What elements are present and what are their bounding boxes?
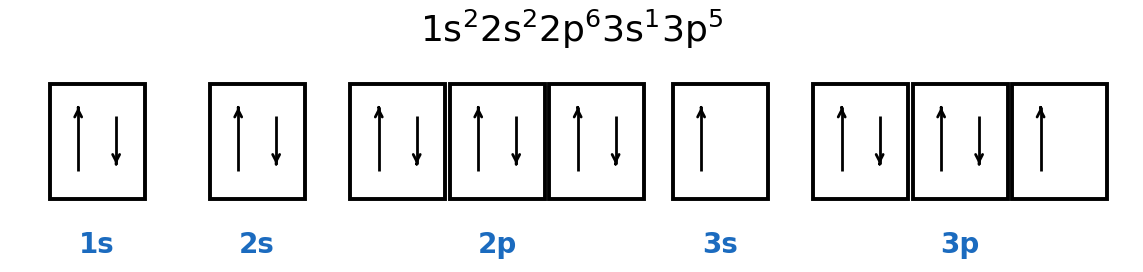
Bar (1013, 84, 1106, 199)
Bar (210, 84, 304, 199)
Bar (814, 84, 908, 199)
Text: $\mathregular{1s^22s^22p^63s^13p^5}$: $\mathregular{1s^22s^22p^63s^13p^5}$ (419, 8, 724, 51)
Bar (50, 84, 144, 199)
Bar (912, 84, 1007, 199)
Text: 1s: 1s (79, 231, 115, 259)
Bar (450, 84, 545, 199)
Text: 2s: 2s (239, 231, 275, 259)
Bar (673, 84, 768, 199)
Text: 3p: 3p (941, 231, 980, 259)
Text: 3s: 3s (702, 231, 738, 259)
Bar (550, 84, 644, 199)
Text: 2p: 2p (478, 231, 517, 259)
Bar (350, 84, 446, 199)
